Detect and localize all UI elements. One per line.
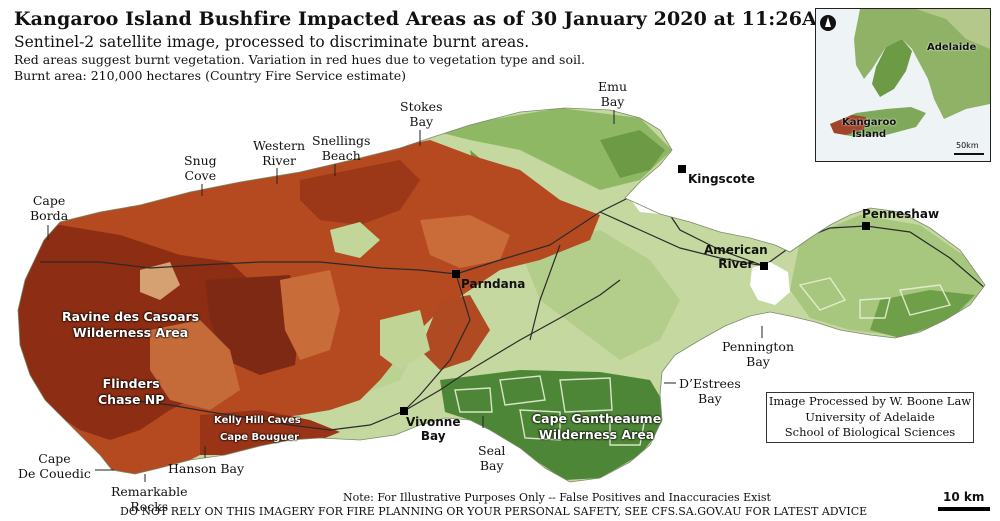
inset-label-kangaroo-island: Kangaroo Island bbox=[842, 117, 897, 140]
label-emu-bay: Emu Bay bbox=[598, 79, 628, 109]
label-destrees-bay: D’Estrees Bay bbox=[679, 376, 741, 406]
inset-mainland-north bbox=[916, 9, 990, 49]
area-cape-bouguer: Cape Bouguer bbox=[220, 432, 300, 443]
inset-label-adelaide: Adelaide bbox=[927, 42, 977, 53]
label-leader-lines bbox=[47, 110, 763, 482]
unburnt-patch bbox=[380, 310, 430, 370]
safety-disclaimer: DO NOT RELY ON THIS IMAGERY FOR FIRE PLA… bbox=[120, 505, 868, 518]
town-vivonne-bay: Vivonne Bay bbox=[406, 415, 461, 443]
burnt-area-light bbox=[150, 320, 240, 410]
unburnt-patch bbox=[330, 222, 380, 258]
burnt-area-light bbox=[420, 215, 510, 268]
vegetation-patch bbox=[430, 108, 672, 190]
illustrative-note: Note: For Illustrative Purposes Only -- … bbox=[343, 491, 771, 504]
town-penneshaw: Penneshaw bbox=[862, 207, 940, 221]
parndana-marker bbox=[452, 270, 460, 278]
penneshaw-marker bbox=[862, 222, 870, 230]
inset-peninsula bbox=[872, 39, 912, 97]
area-kelly-hill-caves: Kelly Hill Caves bbox=[214, 415, 301, 426]
town-kingscote: Kingscote bbox=[688, 172, 755, 186]
american-river-marker bbox=[760, 262, 768, 270]
town-american-river: American River bbox=[704, 243, 768, 271]
inset-ki-burn bbox=[830, 115, 866, 135]
burnt-area bbox=[420, 295, 490, 370]
american-river-lagoon bbox=[750, 262, 790, 305]
map-description: Red areas suggest burnt vegetation. Vari… bbox=[14, 52, 585, 67]
town-parndana: Parndana bbox=[461, 277, 526, 291]
burnt-area-estimate: Burnt area: 210,000 hectares (Country Fi… bbox=[14, 68, 406, 83]
vivonne-bay-marker bbox=[400, 407, 408, 415]
credit-box: Image Processed by W. Boone Law Universit… bbox=[766, 392, 974, 443]
kingscote-bay bbox=[628, 165, 678, 214]
burnt-area-dark bbox=[300, 160, 420, 225]
kingscote-marker bbox=[678, 165, 686, 173]
scale-bar bbox=[938, 507, 990, 511]
label-pennington-bay: Pennington Bay bbox=[722, 339, 794, 369]
map-title: Kangaroo Island Bushfire Impacted Areas … bbox=[14, 8, 839, 30]
inset-mainland bbox=[854, 9, 990, 119]
burnt-area-dark bbox=[200, 410, 340, 455]
burnt-area-light bbox=[280, 270, 340, 360]
locator-inset-map: Adelaide Kangaroo Island 50km bbox=[815, 8, 991, 162]
scale-label: 10 km bbox=[943, 490, 985, 504]
label-seal-bay: Seal Bay bbox=[478, 443, 506, 473]
label-snellings-beach: Snellings Beach bbox=[312, 133, 371, 163]
unburnt-patch bbox=[140, 262, 180, 300]
area-cape-gantheaume: Cape Gantheaume Wilderness Area bbox=[532, 411, 662, 442]
label-cape-de-couedic: Cape De Couedic bbox=[18, 451, 91, 481]
label-cape-borda: Cape Borda bbox=[30, 193, 69, 223]
area-flinders-chase: Flinders Chase NP bbox=[98, 376, 165, 407]
area-ravine-des-casoars: Ravine des Casoars Wilderness Area bbox=[62, 309, 200, 340]
label-hanson-bay: Hanson Bay bbox=[168, 461, 245, 476]
inset-scale-label: 50km bbox=[956, 141, 979, 150]
label-stokes-bay: Stokes Bay bbox=[400, 99, 443, 129]
cape-gantheaume-forest bbox=[440, 370, 662, 480]
label-snug-cove: Snug Cove bbox=[184, 153, 217, 183]
label-remarkable-rocks: Remarkable Rocks bbox=[111, 484, 188, 514]
label-western-river: Western River bbox=[253, 138, 306, 168]
vegetation-patch bbox=[600, 130, 665, 178]
map-subtitle: Sentinel-2 satellite image, processed to… bbox=[14, 33, 530, 51]
